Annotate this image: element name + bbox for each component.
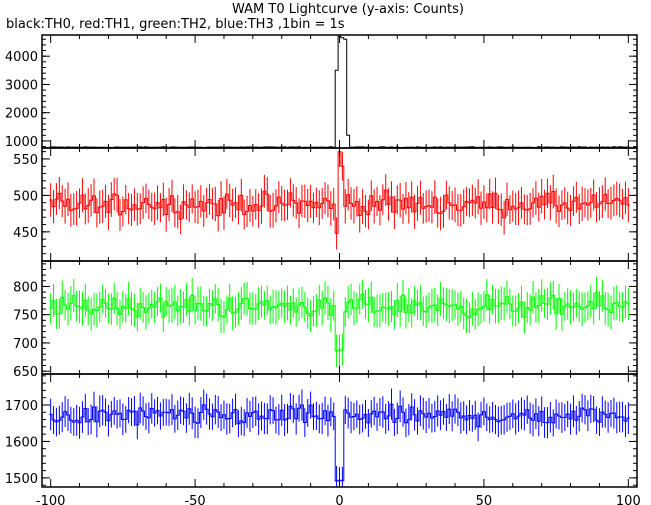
- y-tick-label: 1500: [5, 472, 38, 487]
- y-tick-label: 4000: [5, 50, 38, 65]
- series-line-2: [49, 292, 630, 352]
- x-tick-label: 0: [335, 494, 343, 505]
- panel-0: 1000 2000 3000 4000: [5, 34, 638, 150]
- y-tick-label: 1700: [5, 399, 38, 414]
- y-tick-label: 500: [13, 189, 38, 204]
- x-tick-label: -100: [36, 494, 66, 505]
- y-tick-label: 550: [13, 153, 38, 168]
- panel-3: 1500 1600 1700: [5, 373, 638, 488]
- series-2: [49, 276, 630, 368]
- panel-1: 450 500 550: [13, 147, 638, 262]
- y-tick-label: 800: [13, 280, 38, 295]
- chart-subtitle: black:TH0, red:TH1, green:TH2, blue:TH3 …: [6, 17, 345, 32]
- series-3: [49, 388, 630, 487]
- series-line-0: [49, 35, 630, 148]
- panel-frame: [41, 34, 638, 149]
- series-0: [49, 35, 630, 148]
- panel-2: 650 700 750 800: [13, 260, 638, 380]
- series-line-3: [49, 403, 630, 482]
- chart-title: WAM T0 Lightcurve (y-axis: Counts): [232, 2, 464, 17]
- y-tick-label: 3000: [5, 78, 38, 93]
- y-tick-label: 2000: [5, 107, 38, 122]
- y-tick-label: 700: [13, 337, 38, 352]
- y-tick-label: 450: [13, 226, 38, 241]
- x-tick-label: 50: [476, 494, 493, 505]
- y-tick-label: 1000: [5, 135, 38, 150]
- y-tick-label: 1600: [5, 435, 38, 450]
- series-1: [49, 148, 630, 250]
- y-tick-label: 750: [13, 309, 38, 324]
- x-tick-label: 100: [616, 494, 641, 505]
- y-tick-label: 650: [13, 365, 38, 380]
- panels-group: 1000200030004000450500550650700750800150…: [5, 34, 641, 505]
- x-tick-label: -50: [184, 494, 205, 505]
